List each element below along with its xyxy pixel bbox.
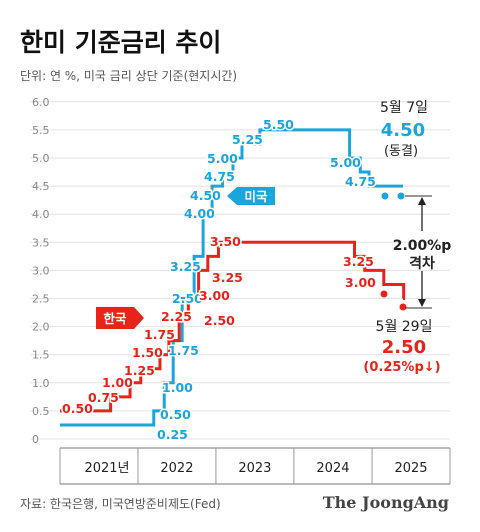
korea-series-name: 한국 — [103, 311, 127, 326]
brand-logo: The JoongAng — [323, 493, 449, 512]
y-tick-label: 0 — [32, 433, 39, 446]
y-tick-label: 5.0 — [32, 152, 50, 165]
us-data-label: 0.25 — [157, 427, 188, 442]
korea-data-label: 2.25 — [161, 309, 192, 324]
korea-data-label: 1.75 — [144, 327, 175, 342]
us-marker — [381, 192, 389, 200]
x-axis: 2021년 2022 2023 2024 2025 — [59, 447, 451, 485]
x-tick-label: 2021년 — [84, 461, 129, 476]
us-data-label: 4.75 — [204, 169, 235, 184]
korea-annotation-date: 5월 29일 — [376, 319, 433, 335]
us-data-label: 4.75 — [345, 174, 376, 189]
y-tick-label: 2.5 — [32, 293, 50, 306]
x-tick-label: 2025 — [394, 461, 427, 476]
chart-title: 한미 기준금리 추이 — [20, 28, 221, 57]
korea-data-label: 1.00 — [102, 375, 133, 390]
korea-series-tag — [96, 307, 144, 329]
x-tick-label: 2022 — [160, 461, 193, 476]
korea-end-marker — [399, 303, 407, 311]
us-rate-line — [60, 128, 403, 427]
y-tick-label: 1.0 — [32, 377, 50, 390]
us-series-name: 미국 — [244, 189, 268, 204]
korea-data-label: 3.50 — [210, 234, 241, 249]
y-tick-label: 0.5 — [32, 405, 50, 418]
korea-data-label: 1.25 — [124, 363, 155, 378]
series-layer: 0.25 0.50 1.00 1.75 2.50 3.25 4.00 4.50 4.75 5.00… — [60, 116, 406, 444]
gap-label: 격차 — [409, 255, 435, 272]
y-tick-label: 2.0 — [32, 321, 50, 334]
x-tick-label: 2024 — [316, 461, 349, 476]
korea-data-label: 1.50 — [132, 345, 163, 360]
us-data-label: 5.50 — [263, 117, 294, 132]
us-data-label: 4.50 — [190, 188, 221, 203]
korea-data-label: 3.25 — [212, 270, 243, 285]
us-data-label: 3.25 — [170, 259, 201, 274]
x-tick-label: 2023 — [238, 461, 271, 476]
us-data-label: 5.25 — [232, 132, 263, 147]
korea-data-label: 0.75 — [88, 390, 119, 405]
korea-annotation-note: (0.25%p↓) — [363, 360, 440, 375]
y-tick-label: 1.5 — [32, 349, 50, 362]
y-axis: 6.0 5.5 5.0 4.5 4.0 3.5 3.0 2.5 2.0 1.5 1.0 0.5 0 — [32, 96, 50, 446]
us-end-marker — [397, 192, 405, 200]
korea-annotation-value: 2.50 — [382, 337, 426, 358]
y-tick-label: 4.5 — [32, 180, 50, 193]
y-tick-label: 3.5 — [32, 236, 50, 249]
us-data-label: 1.00 — [162, 380, 193, 395]
y-tick-label: 4.0 — [32, 208, 50, 221]
y-tick-label: 6.0 — [32, 96, 50, 109]
y-tick-label: 5.5 — [32, 124, 50, 137]
us-annotation-value: 4.50 — [381, 120, 425, 141]
korea-data-label: 3.25 — [343, 254, 374, 269]
korea-data-label: 3.00 — [345, 275, 376, 290]
us-data-label: 4.00 — [184, 206, 215, 221]
annotations: 5월 7일 4.50 (동결) 2.00%p격차 5월 29일 2.50 (0.25%p↓) — [363, 100, 451, 375]
us-annotation-date: 5월 7일 — [380, 100, 428, 116]
gap-arrow-up-head — [418, 197, 426, 205]
source-note: 자료: 한국은행, 미국연방준비제도(Fed) — [20, 496, 221, 511]
korea-marker — [380, 290, 388, 298]
us-annotation-note: (동결) — [384, 144, 418, 159]
korea-data-label: 2.50 — [204, 313, 235, 328]
korea-rate-line — [60, 240, 406, 413]
us-data-label: 2.50 — [172, 291, 203, 306]
y-tick-label: 3.0 — [32, 264, 50, 277]
gap-value: 2.00%p — [393, 238, 452, 254]
korea-data-label: 0.50 — [62, 401, 93, 416]
gap-arrow-down-head — [418, 299, 426, 307]
us-data-label: 5.00 — [330, 155, 361, 170]
us-series-tag — [227, 187, 275, 205]
korea-data-label: 3.00 — [199, 288, 230, 303]
us-data-label: 0.50 — [160, 407, 191, 422]
us-data-label: 1.75 — [168, 343, 199, 358]
chart-subtitle: 단위: 연 %, 미국 금리 상단 기준(현지시간) — [20, 69, 237, 83]
us-data-label: 5.00 — [207, 151, 238, 166]
